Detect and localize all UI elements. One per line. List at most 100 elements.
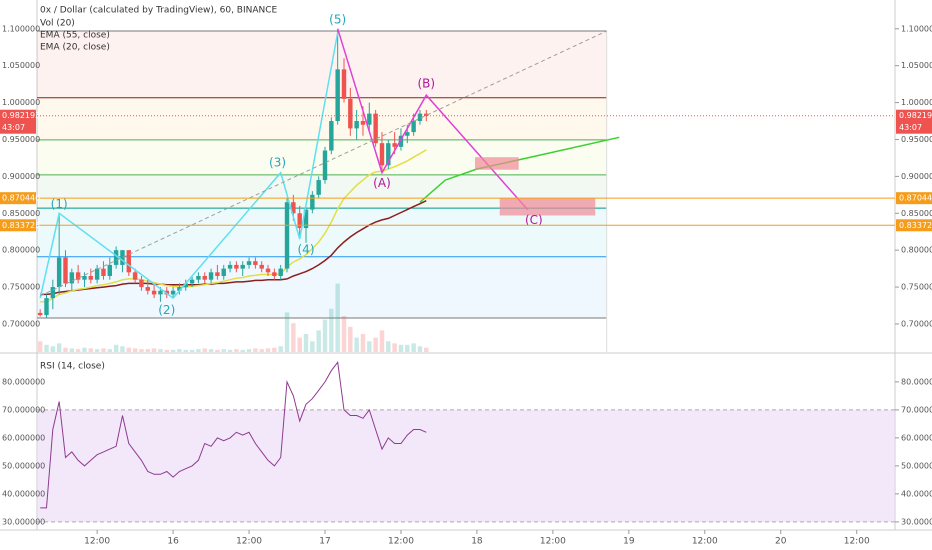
candle-body	[126, 250, 131, 273]
candle-body	[354, 121, 359, 129]
candle-body	[107, 264, 113, 276]
y-tick-label-left: 1.050000	[2, 61, 40, 70]
ema-line	[40, 200, 427, 296]
volume-bar	[322, 319, 328, 352]
price-label-box	[0, 109, 36, 134]
candle-body	[208, 272, 214, 280]
candle-body	[405, 132, 410, 136]
candle-body	[158, 290, 163, 295]
candle-body	[151, 290, 157, 295]
volume-bar	[113, 344, 119, 352]
drawing-line	[39, 30, 607, 297]
candle-body	[310, 194, 315, 210]
candle-body	[75, 272, 81, 280]
y-tick-label-left: 1.000000	[2, 98, 40, 107]
fib-band	[37, 30, 607, 98]
candle-body	[202, 275, 207, 280]
candle-body	[139, 279, 144, 288]
volume-bar	[139, 349, 144, 352]
volume-bar	[246, 349, 252, 352]
overlays: (1) (2) (3) (4) (5) (A) (B) (C) 0.982193 43:07 0.9…	[0, 6, 932, 317]
price-label: 0.833725	[899, 221, 932, 230]
candle-body	[234, 264, 239, 269]
volume-bar	[417, 346, 423, 352]
volume-bar	[316, 330, 321, 352]
y-tick-label: 60.000000	[901, 433, 932, 442]
ema-line	[40, 149, 427, 303]
candle-body	[278, 268, 283, 276]
candle-body	[183, 283, 188, 288]
candle-body	[177, 287, 182, 291]
drawing-line	[336, 28, 529, 211]
volume-bar	[145, 349, 150, 352]
x-tick-label: 12:00	[540, 537, 566, 547]
candle-body	[386, 143, 391, 166]
volume-bar	[82, 347, 87, 352]
y-tick-label-left: 70.000000	[2, 405, 45, 414]
y-tick-label: 0.900000	[901, 172, 932, 181]
volume-bar	[196, 349, 201, 352]
volume-bar	[101, 348, 106, 352]
candle-body	[88, 275, 94, 280]
y-tick-label-left: 0.950000	[2, 135, 40, 144]
candle-body	[341, 69, 347, 99]
volume-bar	[392, 343, 397, 352]
volume-bar	[348, 326, 353, 352]
candle-body	[367, 113, 372, 125]
countdown: 43:07	[899, 123, 922, 132]
y-tick-label-left: 40.000000	[2, 489, 45, 498]
legend-ema: EMA (55, close)	[40, 31, 110, 41]
volume-bar	[341, 316, 347, 352]
candle-body	[303, 209, 309, 229]
candle-body	[373, 113, 378, 144]
volume-bar	[94, 349, 100, 352]
price-label: 0.833725	[2, 221, 40, 230]
candle-body	[411, 121, 416, 133]
volume-bar	[253, 348, 258, 352]
candle-body	[297, 213, 302, 229]
volume-bar	[398, 344, 404, 352]
volume-bar	[202, 348, 207, 352]
candle-body	[392, 143, 397, 147]
y-tick-label: 70.000000	[901, 405, 932, 414]
wave-label: (3)	[269, 156, 286, 170]
volume-bar	[189, 349, 195, 352]
y-tick-label: 30.000000	[901, 517, 932, 526]
volume-bar	[215, 349, 220, 352]
price-label: 0.870446	[2, 194, 40, 203]
volume-bar	[183, 349, 188, 352]
price-label: 0.982193	[899, 111, 932, 120]
price-label: 0.982193	[2, 111, 40, 120]
volume-bar	[120, 346, 125, 352]
candle-body	[82, 275, 87, 280]
y-tick-label: 40.000000	[901, 489, 932, 498]
volume-bar	[44, 344, 49, 352]
candle-body	[101, 268, 106, 276]
candle-body	[322, 150, 328, 181]
volume-bar	[278, 346, 283, 352]
candle-body	[37, 312, 43, 316]
legend-volume: Vol (20)	[40, 19, 75, 29]
candle-body	[360, 121, 366, 125]
x-tick-label: 17	[319, 537, 330, 547]
volume-bar	[107, 349, 113, 352]
volume-bar	[69, 348, 75, 352]
wave-label: (B)	[417, 77, 435, 91]
volume-bar	[240, 349, 245, 352]
target-box	[475, 157, 519, 170]
candle-body	[329, 121, 334, 151]
y-tick-label-left: 0.900000	[2, 172, 40, 181]
volume-bar	[75, 349, 81, 352]
volume-bar	[424, 347, 429, 352]
volume-bar	[177, 349, 182, 352]
candle-body	[284, 202, 290, 269]
x-tick-label: 16	[167, 537, 179, 547]
volume-bar	[208, 349, 214, 352]
candle-body	[44, 298, 49, 316]
candle-body	[196, 275, 201, 280]
candle-body	[56, 257, 62, 288]
wave-label: (C)	[525, 213, 543, 227]
y-tick-label-left: 50.000000	[2, 461, 45, 470]
